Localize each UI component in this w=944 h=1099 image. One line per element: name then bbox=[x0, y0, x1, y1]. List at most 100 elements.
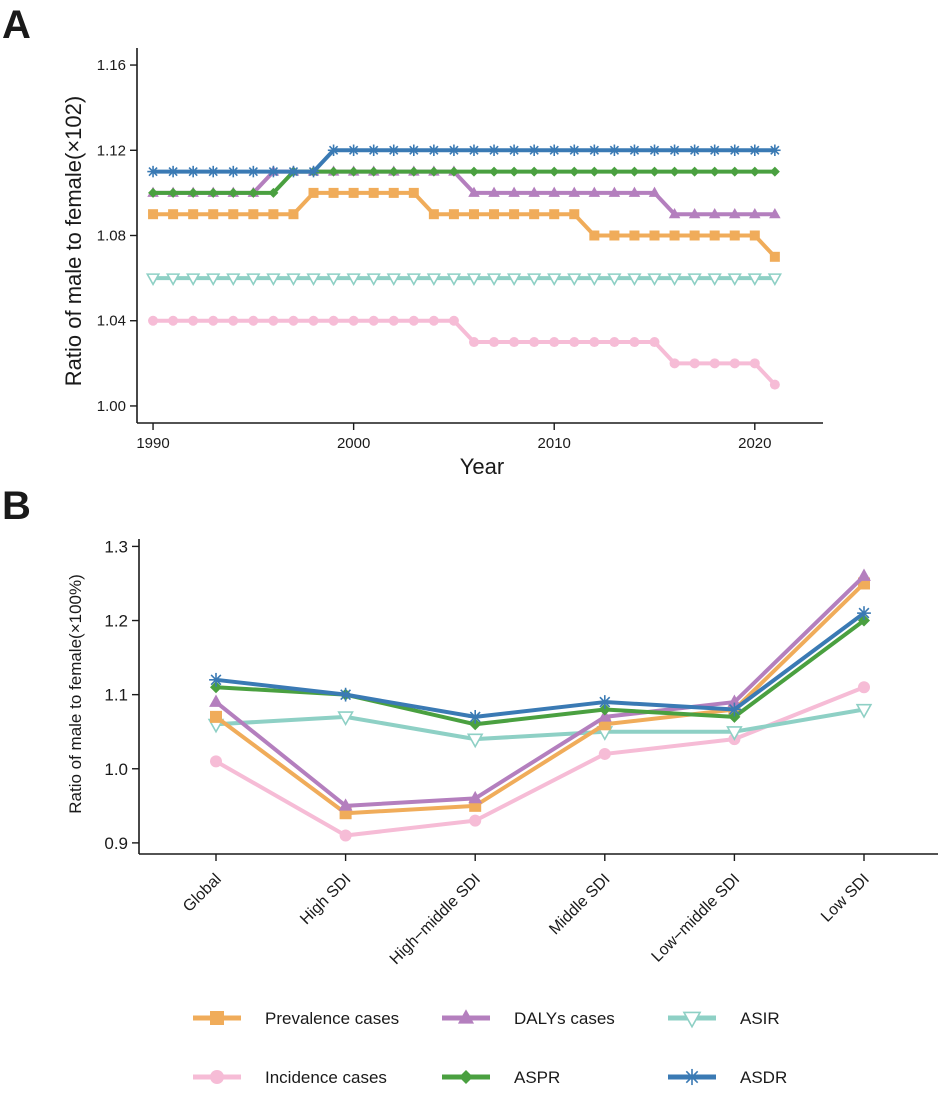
panel-a-point-asdr-2000 bbox=[347, 144, 360, 157]
panel-b-point-dalys-0 bbox=[209, 694, 223, 707]
panel-a-point-aspr-1996 bbox=[268, 187, 279, 198]
panel-a-point-incidence-2020 bbox=[749, 358, 760, 369]
panel-a-point-prevalence-2018 bbox=[709, 230, 720, 241]
panel-a-point-aspr-2008 bbox=[509, 166, 520, 177]
panel-a-point-dalys-2008 bbox=[508, 186, 520, 197]
panel-a-point-incidence-2002 bbox=[388, 315, 399, 326]
panel-a-point-asir-2002 bbox=[386, 273, 401, 286]
panel-b-point-asdr-5 bbox=[857, 606, 871, 621]
panel-b-series bbox=[207, 568, 873, 842]
legend-item-asir: ASIR bbox=[668, 1009, 780, 1029]
panel-a-point-prevalence-2006 bbox=[468, 209, 479, 220]
panel-a-point-asir-2020 bbox=[747, 273, 762, 286]
panel-a-point-aspr-2000 bbox=[348, 166, 359, 177]
panel-a-point-incidence-2011 bbox=[569, 337, 580, 348]
panel-a-point-asir-1996 bbox=[266, 273, 281, 286]
panel-a-y-tick-label: 1.16 bbox=[97, 57, 126, 74]
panel-a-point-prevalence-2015 bbox=[649, 230, 660, 241]
panel-a-point-aspr-2014 bbox=[629, 166, 640, 177]
panel-a-point-prevalence-2000 bbox=[348, 187, 359, 198]
panel-a-point-incidence-2010 bbox=[549, 337, 560, 348]
panel-a-point-asir-1994 bbox=[226, 273, 241, 286]
panel-a-point-asdr-1998 bbox=[307, 165, 320, 178]
panel-b-x-tick-label: Middle SDI bbox=[546, 871, 613, 938]
panel-a-point-asdr-1993 bbox=[207, 165, 219, 178]
panel-a-point-asdr-2002 bbox=[387, 144, 400, 157]
panel-a-point-asdr-2020 bbox=[749, 144, 761, 157]
panel-a-point-aspr-1994 bbox=[228, 187, 239, 198]
panel-b-line-dalys bbox=[214, 574, 866, 808]
panel-a-point-asir-2013 bbox=[607, 273, 622, 286]
panel-a-point-incidence-2003 bbox=[408, 315, 419, 326]
panel-a-point-asdr-2001 bbox=[367, 144, 380, 157]
panel-a-point-dalys-2017 bbox=[688, 207, 701, 219]
panel-a-point-asir-1990 bbox=[145, 273, 161, 286]
panel-b-point-aspr-4 bbox=[728, 710, 741, 723]
panel-a-point-asir-2021 bbox=[767, 273, 782, 286]
legend-label-asir: ASIR bbox=[740, 1009, 780, 1028]
panel-a-point-aspr-2010 bbox=[549, 166, 560, 177]
panel-b-axes: 0.9 1.0 1.1 1.2 1.3 Global High SDI High−middle… bbox=[104, 537, 938, 968]
panel-a-point-prevalence-1990 bbox=[148, 209, 159, 220]
panel-b-point-incidence-3 bbox=[598, 747, 611, 760]
panel-a-point-incidence-2008 bbox=[509, 337, 520, 348]
panel-a-point-prevalence-2020 bbox=[749, 230, 760, 241]
panel-b-x-tick-label: Low SDI bbox=[818, 871, 873, 926]
panel-a-point-incidence-2009 bbox=[529, 337, 540, 348]
panel-a-point-dalys-2016 bbox=[668, 207, 681, 219]
legend-marker-incidence bbox=[210, 1070, 224, 1084]
panel-a-point-incidence-2005 bbox=[448, 315, 459, 326]
panel-a-point-asdr-2015 bbox=[648, 144, 661, 157]
panel-a-point-incidence-2004 bbox=[428, 315, 439, 326]
panel-a-point-prevalence-2019 bbox=[729, 230, 740, 241]
panel-b-point-aspr-2 bbox=[469, 718, 482, 731]
panel-a-letter: A bbox=[2, 3, 31, 47]
legend-marker-dalys bbox=[457, 1009, 475, 1024]
panel-a-point-incidence-2018 bbox=[709, 358, 720, 369]
panel-a-x-tick-label: 2010 bbox=[538, 435, 571, 452]
panel-a-point-prevalence-2007 bbox=[489, 209, 500, 220]
panel-a-point-asdr-2010 bbox=[548, 144, 560, 157]
panel-a-point-asdr-1995 bbox=[247, 165, 260, 178]
panel-a-point-prevalence-2017 bbox=[689, 230, 700, 241]
panel-a-point-asdr-2005 bbox=[448, 144, 460, 157]
legend-item-dalys: DALYs cases bbox=[442, 1009, 615, 1028]
panel-a-point-aspr-2004 bbox=[428, 166, 439, 177]
panel-a-point-asir-2014 bbox=[627, 273, 642, 286]
panel-a-point-incidence-1996 bbox=[268, 315, 279, 326]
panel-a-point-asdr-2021 bbox=[769, 144, 781, 157]
panel-a-line-dalys bbox=[153, 169, 775, 217]
panel-a-y-tick-label: 1.12 bbox=[97, 142, 126, 159]
panel-b-point-asdr-3 bbox=[597, 695, 612, 709]
panel-a-point-asdr-2008 bbox=[508, 144, 520, 157]
panel-a: A 1.00 1.04 1.08 1.12 1.16 1990 2000 2010 2020 Y… bbox=[2, 3, 823, 479]
panel-a-point-prevalence-1995 bbox=[248, 209, 259, 220]
panel-a-point-asir-2007 bbox=[486, 273, 502, 286]
panel-b-point-asir-4 bbox=[726, 726, 743, 741]
panel-a-point-asdr-2018 bbox=[708, 144, 721, 157]
panel-a-point-asdr-1991 bbox=[167, 165, 179, 178]
panel-b-point-asir-1 bbox=[337, 711, 354, 727]
panel-a-point-prevalence-2002 bbox=[388, 187, 399, 198]
panel-a-point-aspr-2021 bbox=[769, 166, 780, 177]
panel-a-point-aspr-2020 bbox=[749, 166, 760, 177]
panel-a-y-tick-label: 1.00 bbox=[97, 398, 126, 415]
panel-a-point-prevalence-2004 bbox=[428, 209, 439, 220]
panel-a-point-asdr-2004 bbox=[428, 144, 440, 157]
panel-a-point-incidence-2006 bbox=[468, 337, 479, 348]
panel-a-point-asir-1998 bbox=[306, 273, 321, 286]
panel-a-point-asir-2018 bbox=[707, 273, 722, 286]
panel-b-x-tick-label: Low−middle SDI bbox=[649, 871, 744, 966]
panel-a-x-axis-title: Year bbox=[460, 454, 504, 479]
panel-a-point-aspr-2018 bbox=[709, 166, 720, 177]
panel-a-point-incidence-1994 bbox=[228, 315, 239, 326]
panel-a-point-aspr-2013 bbox=[609, 166, 620, 177]
panel-a-point-asdr-1997 bbox=[287, 165, 300, 178]
panel-a-line-incidence bbox=[153, 318, 777, 387]
panel-a-point-dalys-2006 bbox=[468, 186, 480, 197]
legend-item-prevalence: Prevalence cases bbox=[193, 1009, 399, 1028]
panel-b-point-incidence-2 bbox=[469, 814, 482, 827]
panel-a-point-incidence-2016 bbox=[669, 358, 680, 369]
panel-a-point-aspr-2017 bbox=[689, 166, 700, 177]
